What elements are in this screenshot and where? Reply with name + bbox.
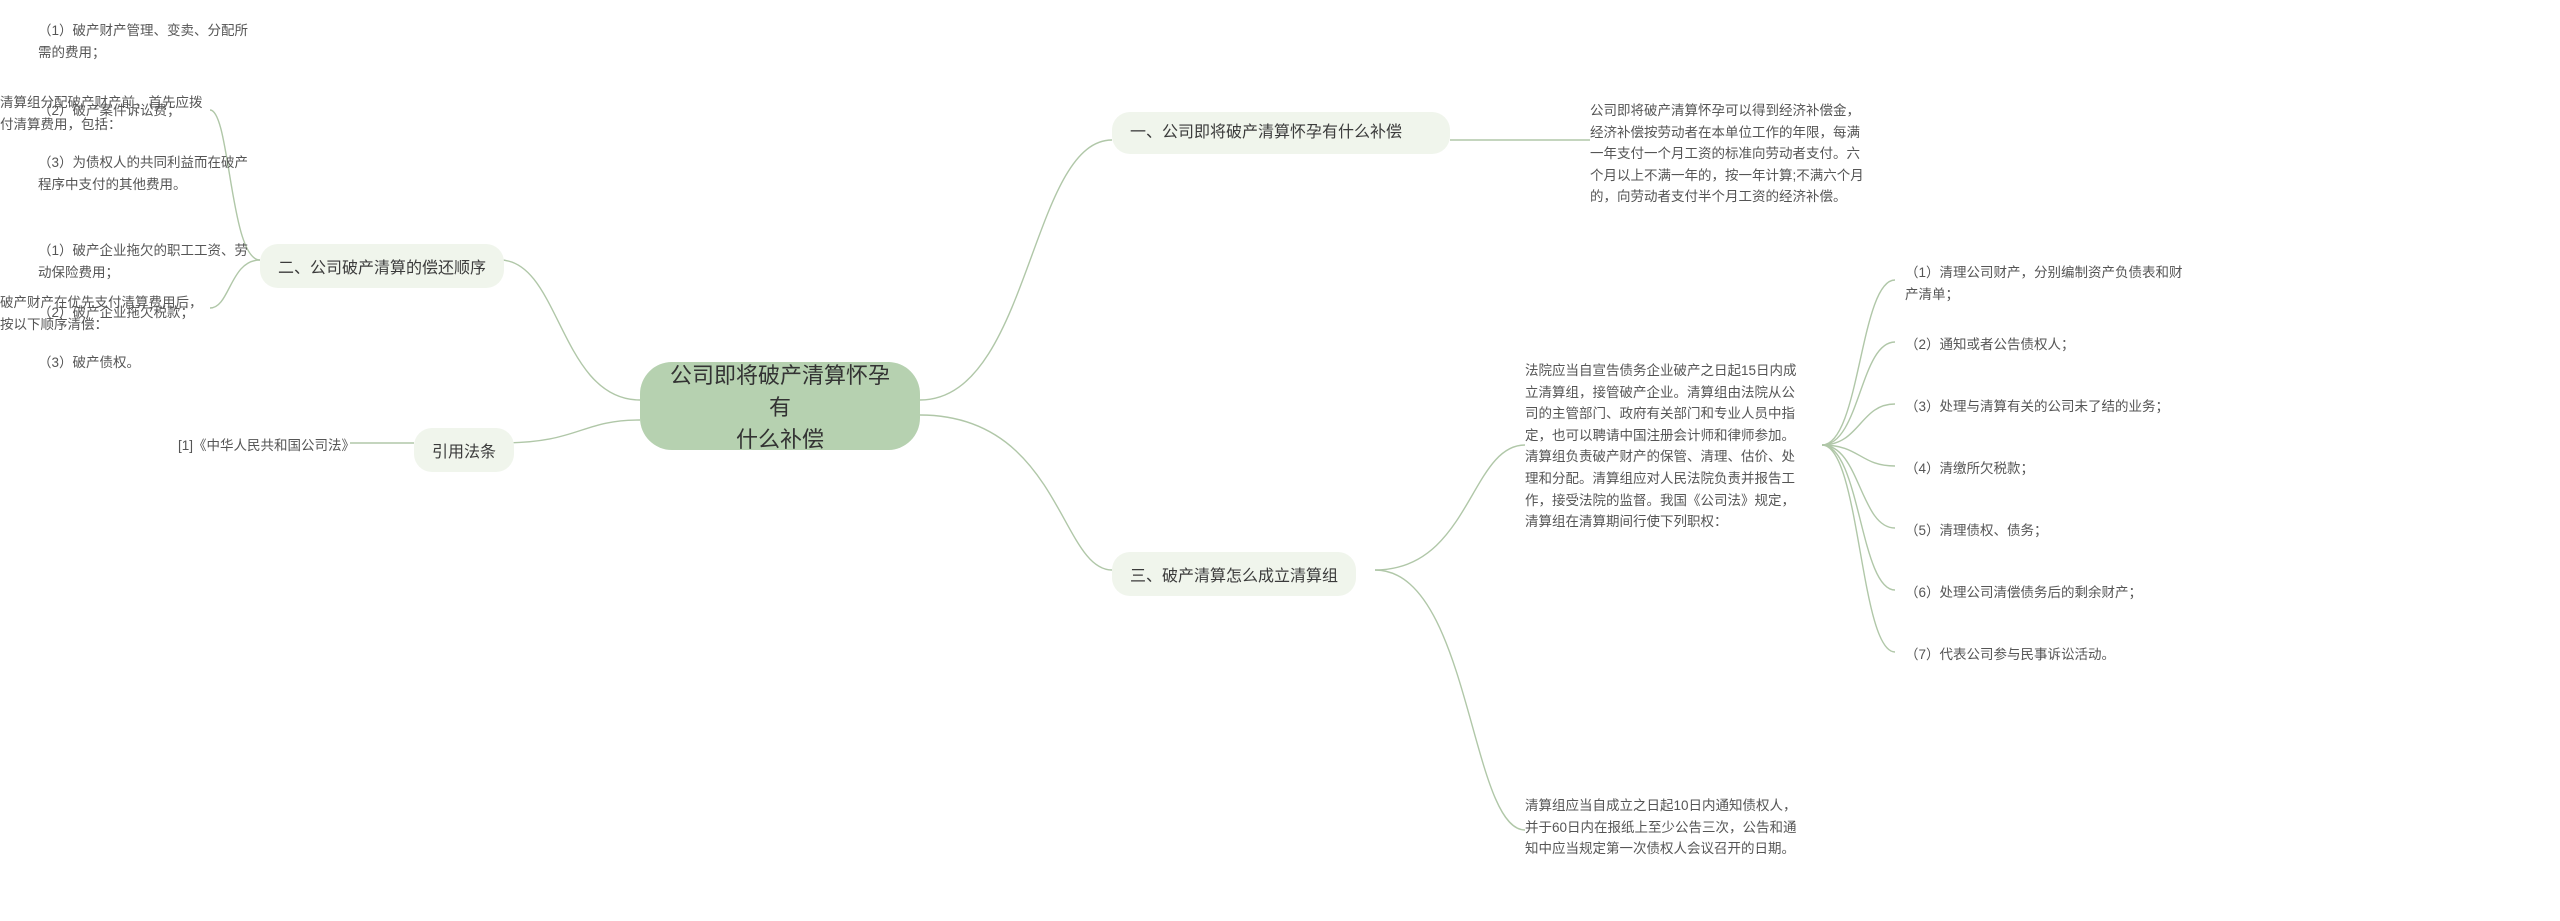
left-brackets [0,0,2560,921]
branch-4[interactable]: 引用法条 [414,428,514,472]
branch-4-leaf: [1]《中华人民共和国公司法》 [155,435,355,457]
mindmap-stage: 公司即将破产清算怀孕有 什么补偿 一、公司即将破产清算怀孕有什么补偿 公司即将破… [0,0,2560,921]
branch-4-label: 引用法条 [432,438,496,462]
